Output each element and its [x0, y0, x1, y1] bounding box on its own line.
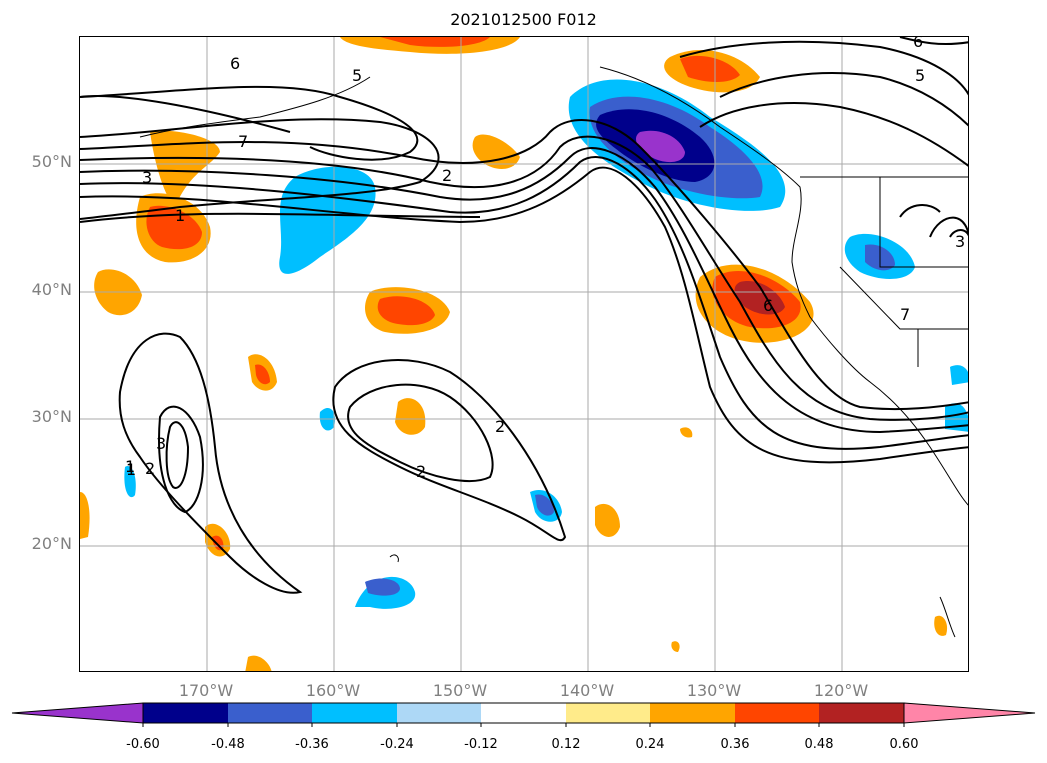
anomaly-region — [595, 503, 620, 537]
colorbar-segment — [228, 703, 312, 723]
anomaly-region — [934, 615, 948, 636]
anomaly-region — [255, 364, 270, 385]
colorbar-extend-max — [903, 702, 1036, 724]
contour-label: 1 — [126, 460, 136, 479]
anomaly-region — [680, 427, 693, 438]
anomaly-region — [395, 398, 426, 435]
shaded-anomalies — [80, 37, 968, 671]
lat-label: 50°N — [31, 152, 72, 171]
contour-label: 5 — [915, 66, 925, 85]
lon-label: 130°W — [686, 681, 742, 700]
contour-label: 6 — [913, 37, 923, 51]
colorbar-tick-label: 0.60 — [889, 737, 919, 752]
anomaly-region — [671, 641, 680, 652]
colorbar-tick-label: 0.36 — [720, 737, 750, 752]
lon-label: 140°W — [559, 681, 615, 700]
contour-label: 2 — [145, 459, 155, 478]
anomaly-region — [279, 166, 376, 274]
contour-label: 6 — [763, 296, 773, 315]
contour-label: 7 — [900, 305, 910, 324]
colorbar-extend-min — [11, 702, 144, 724]
colorbar-segment — [566, 703, 650, 723]
page-title: 2021012500 F012 — [450, 10, 597, 29]
lon-label: 160°W — [305, 681, 361, 700]
contour-label: 2 — [495, 417, 505, 436]
contour-labels: 6 5 7 3 1 2 6 5 2 3 2 1 1 2 6 7 3 — [125, 37, 965, 481]
anomaly-region — [680, 55, 740, 82]
colorbar-tick-label: 0.48 — [804, 737, 834, 752]
contour-label: 2 — [442, 166, 452, 185]
contour-label: 5 — [352, 66, 362, 85]
coastlines — [139, 66, 968, 638]
colorbar-segment — [819, 703, 904, 723]
lon-label: 170°W — [178, 681, 234, 700]
contour-label: 2 — [416, 462, 426, 481]
map-canvas: 6 5 7 3 1 2 6 5 2 3 2 1 1 2 6 7 3 — [80, 37, 968, 671]
anomaly-region — [950, 365, 968, 385]
anomaly-region — [365, 578, 400, 596]
lat-label: 40°N — [31, 280, 72, 299]
anomaly-region — [150, 130, 220, 207]
colorbar-tick-label: -0.60 — [126, 737, 160, 752]
anomaly-region — [377, 296, 435, 326]
map-panel[interactable]: 6 5 7 3 1 2 6 5 2 3 2 1 1 2 6 7 3 — [79, 36, 969, 672]
anomaly-region — [472, 134, 520, 169]
colorbar-tick-label: -0.24 — [380, 737, 414, 752]
contour-label: 1 — [125, 457, 135, 476]
anomaly-region — [945, 403, 968, 432]
contour-label: 3 — [955, 232, 965, 251]
colorbar-tick-label: 0.12 — [551, 737, 581, 752]
colorbar-tick-label: -0.12 — [464, 737, 498, 752]
colorbar-segment — [143, 703, 228, 723]
lat-label: 20°N — [31, 534, 72, 553]
contour-label: 1 — [175, 206, 185, 225]
lon-label: 120°W — [813, 681, 869, 700]
contour-label: 3 — [156, 434, 166, 453]
colorbar-segment — [397, 703, 481, 723]
anomaly-region — [245, 655, 272, 671]
colorbar-segment — [481, 703, 566, 723]
anomaly-region — [80, 492, 90, 539]
lon-label: 150°W — [432, 681, 488, 700]
contour-lines — [80, 37, 968, 594]
contour-label: 3 — [142, 168, 152, 187]
colorbar-tick-label: 0.24 — [635, 737, 665, 752]
lat-label: 30°N — [31, 407, 72, 426]
colorbar-tick-label: -0.48 — [211, 737, 245, 752]
colorbar-segment — [650, 703, 735, 723]
anomaly-region — [124, 466, 136, 498]
colorbar-segment — [735, 703, 819, 723]
contour-label: 6 — [230, 54, 240, 73]
colorbar-segment — [312, 703, 397, 723]
anomaly-region — [380, 37, 490, 47]
anomaly-region — [535, 494, 554, 516]
gridlines — [80, 37, 968, 671]
contour-label: 7 — [238, 132, 248, 151]
colorbar-tick-label: -0.36 — [295, 737, 329, 752]
anomaly-region — [146, 205, 202, 250]
